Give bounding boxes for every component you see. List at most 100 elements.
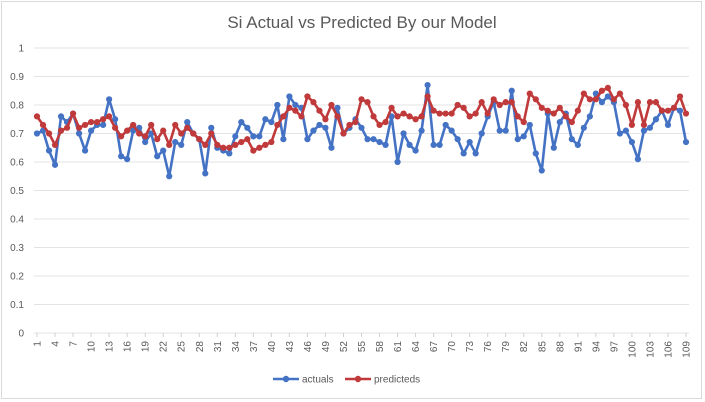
data-point-actuals (532, 150, 539, 157)
data-point-predicteds (63, 124, 71, 131)
data-point-predicteds (106, 113, 113, 120)
data-point-predicteds (130, 121, 137, 129)
data-point-actuals (45, 147, 53, 154)
data-point-predicteds (574, 107, 581, 114)
data-point-actuals (604, 93, 611, 100)
data-point-actuals (178, 141, 185, 148)
data-point-predicteds (496, 101, 503, 109)
data-point-actuals (454, 136, 461, 143)
data-point-predicteds (514, 113, 521, 120)
series-predicteds (33, 84, 690, 154)
data-point-predicteds (45, 130, 53, 137)
data-point-predicteds (166, 141, 173, 148)
data-point-predicteds (484, 110, 491, 117)
data-point-predicteds (316, 107, 323, 114)
data-point-predicteds (322, 116, 329, 123)
data-point-actuals (232, 133, 239, 140)
x-tick-label: 61 (393, 341, 404, 353)
data-point-actuals (376, 138, 383, 146)
data-point-actuals (208, 124, 215, 131)
data-point-actuals (550, 144, 557, 151)
data-point-actuals (574, 141, 581, 148)
data-point-actuals (244, 124, 251, 131)
data-point-predicteds (280, 113, 287, 120)
data-point-predicteds (142, 133, 149, 140)
data-point-predicteds (172, 121, 179, 129)
data-point-actuals (238, 119, 245, 126)
data-point-predicteds (87, 119, 95, 126)
data-point-actuals (580, 124, 587, 131)
data-point-predicteds (190, 130, 197, 137)
x-tick-label: 34 (231, 341, 242, 353)
data-point-actuals (448, 127, 455, 134)
data-point-actuals (316, 121, 323, 129)
data-point-predicteds (304, 93, 311, 100)
data-point-actuals (568, 136, 575, 143)
data-point-actuals (75, 130, 83, 137)
data-point-actuals (406, 141, 413, 148)
data-point-actuals (382, 141, 389, 148)
legend-item-actuals[interactable]: actuals (273, 375, 334, 386)
gridlines (34, 47, 689, 334)
data-point-predicteds (580, 90, 587, 97)
data-point-actuals (652, 116, 660, 123)
x-tick-label: 7 (69, 341, 80, 347)
data-point-predicteds (75, 124, 83, 131)
data-point-actuals (81, 147, 89, 154)
data-point-predicteds (256, 144, 263, 151)
data-point-actuals (154, 153, 161, 160)
data-point-actuals (394, 158, 401, 166)
x-tick-label: 97 (609, 341, 620, 353)
data-point-actuals (436, 141, 443, 148)
legend-item-predicteds[interactable]: predicteds (345, 375, 420, 386)
series-layer (33, 81, 690, 180)
data-point-actuals (310, 127, 317, 134)
data-point-predicteds (262, 141, 269, 148)
data-point-actuals (634, 156, 642, 163)
data-point-actuals (430, 141, 437, 148)
data-point-actuals (664, 121, 672, 129)
data-point-actuals (364, 136, 371, 143)
data-point-predicteds (136, 130, 143, 137)
data-point-actuals (118, 153, 125, 160)
data-point-predicteds (382, 119, 389, 126)
data-point-predicteds (394, 113, 401, 120)
data-point-predicteds (490, 96, 497, 103)
data-point-actuals (262, 116, 269, 123)
data-point-predicteds (220, 144, 227, 151)
data-point-predicteds (502, 99, 509, 106)
chart-title: Si Actual vs Predicted By our Model (227, 13, 496, 32)
data-point-actuals (478, 130, 485, 137)
data-point-actuals (250, 133, 257, 140)
data-point-predicteds (232, 141, 239, 148)
data-point-actuals (280, 136, 287, 143)
data-point-predicteds (598, 87, 605, 94)
data-point-actuals (100, 121, 107, 129)
data-point-predicteds (658, 107, 666, 114)
data-point-predicteds (406, 113, 413, 120)
x-tick-label: 1 (33, 341, 44, 347)
data-point-actuals (33, 130, 41, 137)
data-point-actuals (598, 99, 605, 106)
x-tick-label: 70 (447, 341, 458, 353)
x-tick-label: 55 (357, 341, 368, 353)
data-point-predicteds (436, 110, 443, 117)
x-tick-label: 106 (663, 341, 674, 358)
data-point-predicteds (472, 110, 479, 117)
data-point-actuals (328, 144, 335, 151)
data-point-predicteds (352, 119, 359, 126)
x-tick-label: 94 (591, 341, 602, 353)
data-point-predicteds (310, 99, 317, 106)
x-tick-label: 79 (501, 341, 512, 353)
x-tick-label: 4 (51, 341, 62, 347)
y-tick-label: 0.1 (10, 300, 24, 311)
data-point-actuals (400, 130, 407, 137)
x-tick-label: 64 (411, 341, 422, 353)
y-tick-label: 0.3 (10, 243, 24, 254)
x-tick-label: 46 (303, 341, 314, 353)
data-point-predicteds (154, 136, 161, 143)
data-point-predicteds (340, 130, 347, 137)
x-tick-label: 22 (159, 341, 170, 353)
y-tick-label: 0.9 (10, 72, 24, 83)
